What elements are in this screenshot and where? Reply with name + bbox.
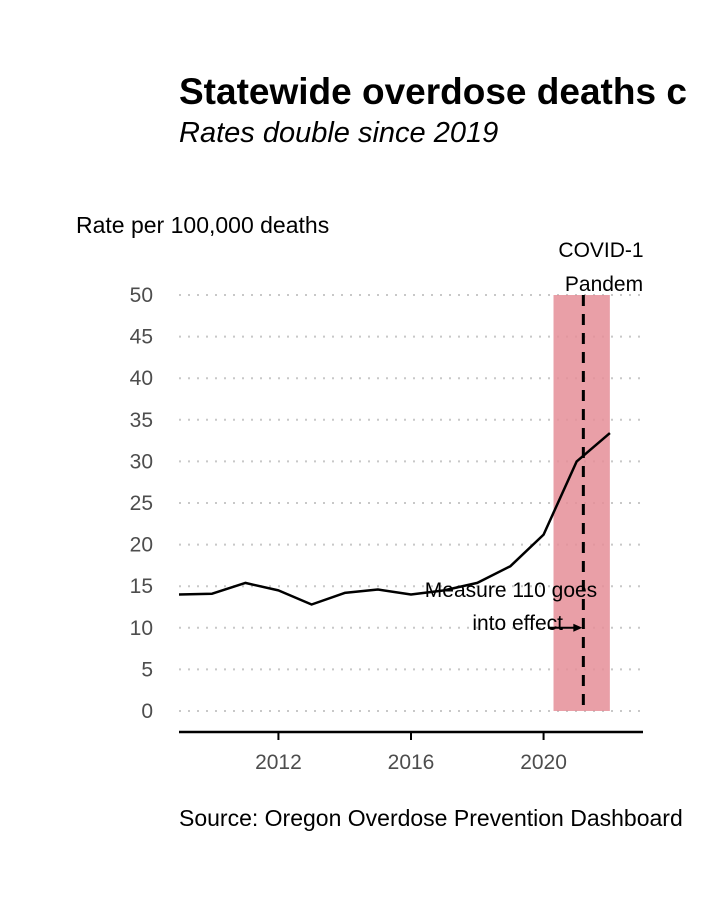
y-tick-labels: 0 5 10 15 20 25 30 35 40 45 50	[130, 284, 153, 723]
covid-label-line1: COVID-1	[558, 239, 643, 262]
y-tick-label: 15	[130, 575, 153, 598]
x-tick-label: 2016	[388, 751, 435, 774]
y-tick-label: 30	[130, 450, 153, 473]
x-tick-label: 2012	[255, 751, 302, 774]
y-tick-label: 5	[141, 658, 153, 681]
y-tick-label: 25	[130, 492, 153, 515]
x-ticks: 2012 2016 2020	[255, 732, 567, 774]
chart-title: Statewide overdose deaths c	[179, 71, 687, 112]
chart-source: Source: Oregon Overdose Prevention Dashb…	[179, 805, 683, 831]
y-tick-label: 20	[130, 534, 153, 557]
covid-pandemic-band	[553, 295, 610, 711]
x-tick-label: 2020	[520, 751, 567, 774]
overdose-rate-line	[178, 432, 611, 606]
y-tick-label: 0	[141, 700, 153, 723]
measure-110-label-line1: Measure 110 goes	[425, 579, 597, 602]
measure-110-label-line2: into effect	[472, 612, 563, 635]
chart-subtitle: Rates double since 2019	[179, 117, 498, 149]
measure-110-arrowhead	[573, 623, 583, 632]
y-tick-label: 35	[130, 409, 153, 432]
y-tick-label: 10	[130, 617, 153, 640]
y-tick-label: 45	[130, 326, 153, 349]
covid-label-line2: Pandem	[565, 273, 643, 296]
y-axis-label: Rate per 100,000 deaths	[76, 212, 329, 238]
y-tick-label: 50	[130, 284, 153, 307]
y-tick-label: 40	[130, 367, 153, 390]
